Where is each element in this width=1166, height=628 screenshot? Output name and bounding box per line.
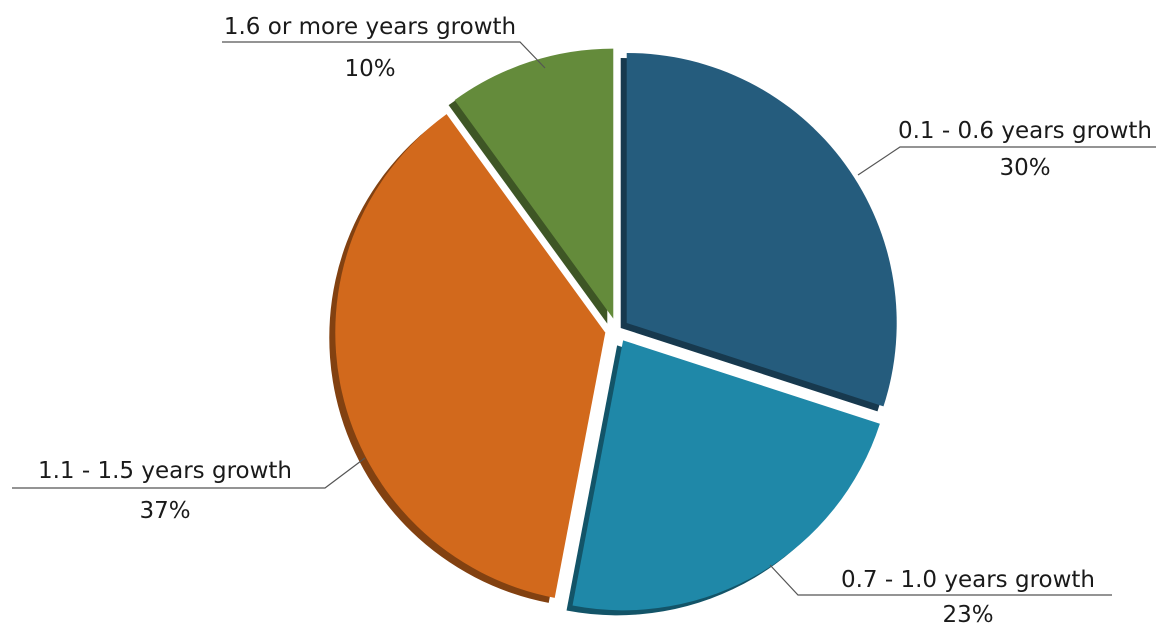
pie-slice-label: 0.7 - 1.0 years growth: [841, 567, 1095, 593]
pie-labels: 0.1 - 0.6 years growth 30% 0.7 - 1.0 years…: [12, 14, 1156, 628]
pie-slice: [572, 340, 880, 611]
pie-slice: [335, 114, 606, 598]
pie-slice-value-label: 10%: [344, 56, 395, 82]
pie-slice: [454, 48, 614, 319]
pie-slice-value-label: 23%: [942, 602, 993, 628]
pie-slice-label: 0.1 - 0.6 years growth: [898, 118, 1152, 144]
pie-leader-line: [222, 41, 546, 69]
pie-slice-label: 1.1 - 1.5 years growth: [38, 458, 292, 484]
pie-leader-line: [12, 457, 366, 489]
pie-slice-value-label: 30%: [999, 155, 1050, 181]
pie-leader-line: [857, 146, 1156, 176]
pie-slice-label: 1.6 or more years growth: [224, 14, 516, 40]
pie-slices: [335, 48, 897, 611]
pie-slice: [626, 52, 897, 407]
pie-leader-line: [769, 564, 1112, 596]
pie-slice-value-label: 37%: [139, 498, 190, 524]
